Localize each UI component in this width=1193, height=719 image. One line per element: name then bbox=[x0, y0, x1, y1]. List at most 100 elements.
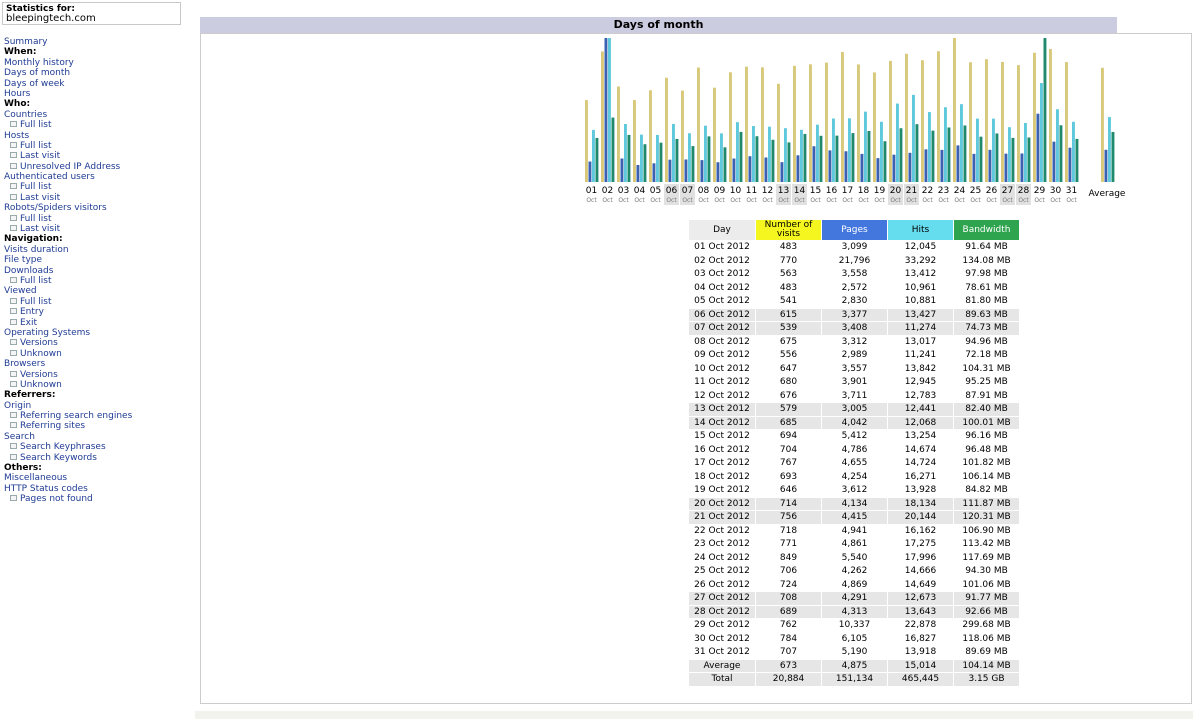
menu-sublink-exit[interactable]: Exit bbox=[4, 318, 132, 328]
cell-hits: 465,445 bbox=[888, 673, 953, 686]
menu-link-days-of-month[interactable]: Days of month bbox=[4, 68, 71, 79]
menu-link-search[interactable]: Search bbox=[4, 431, 35, 442]
cell-bandwidth: 82.40 MB bbox=[954, 403, 1019, 416]
cell-pages: 2,572 bbox=[841, 282, 868, 293]
hit-bar bbox=[688, 133, 691, 182]
month-tick-label: Oct bbox=[778, 197, 789, 204]
bandwidth-bar bbox=[915, 124, 919, 182]
month-tick-label: Oct bbox=[1034, 197, 1045, 204]
table-row: 19 Oct 2012 646 3,612 13,928 84.82 MB bbox=[689, 484, 1019, 497]
cell-visits: 615 bbox=[756, 308, 821, 321]
menu-sublink-label: Unknown bbox=[20, 348, 62, 359]
cell-bandwidth: 104.14 MB bbox=[954, 659, 1019, 672]
menu-link-browsers[interactable]: Browsers bbox=[4, 359, 46, 370]
hit-bar bbox=[800, 129, 803, 182]
weekend-label-bg bbox=[904, 184, 919, 205]
menu-sublink-label: Referring sites bbox=[20, 421, 86, 432]
month-tick-label: Oct bbox=[714, 197, 725, 204]
cell-hits: 13,412 bbox=[904, 269, 937, 280]
page-bar bbox=[940, 149, 944, 182]
cell-day: 13 Oct 2012 bbox=[689, 403, 755, 416]
table-header-row: Day Number of visits Pages Hits Bandwidt… bbox=[689, 220, 1019, 240]
menu-sublink-pages-not-found[interactable]: Pages not found bbox=[4, 494, 132, 504]
cell-visits: 724 bbox=[779, 579, 798, 590]
cell-visits: 483 bbox=[779, 282, 798, 293]
menu-sublink-full-list[interactable]: Full list bbox=[4, 182, 132, 192]
menu-link-hosts[interactable]: Hosts bbox=[4, 130, 30, 141]
bandwidth-bar bbox=[723, 147, 727, 182]
menu-link-downloads[interactable]: Downloads bbox=[4, 265, 54, 276]
cell-day: 29 Oct 2012 bbox=[694, 620, 750, 631]
month-tick-label: Oct bbox=[890, 197, 901, 204]
list-bullet-icon bbox=[10, 412, 17, 419]
cell-day: 16 Oct 2012 bbox=[694, 444, 750, 455]
menu-sublink-label: Versions bbox=[20, 369, 58, 380]
bandwidth-bar bbox=[1075, 138, 1079, 182]
menu-link-hours[interactable]: Hours bbox=[4, 88, 31, 99]
cell-pages: 4,941 bbox=[841, 525, 868, 536]
menu-link-miscellaneous[interactable]: Miscellaneous bbox=[4, 473, 68, 484]
hit-bar bbox=[832, 118, 835, 182]
menu-link-days-of-week[interactable]: Days of week bbox=[4, 78, 65, 89]
cell-visits: 784 bbox=[779, 633, 798, 644]
menu-sublink-full-list[interactable]: Full list bbox=[4, 276, 132, 286]
menu-sublink-referring-sites[interactable]: Referring sites bbox=[4, 421, 132, 431]
menu-link-summary[interactable]: Summary bbox=[4, 37, 48, 47]
menu-sublink-last-visit[interactable]: Last visit bbox=[4, 224, 132, 234]
menu-sublink-last-visit[interactable]: Last visit bbox=[4, 193, 132, 203]
menu-link-file-type[interactable]: File type bbox=[4, 255, 43, 266]
table-row: 16 Oct 2012 704 4,786 14,674 96.48 MB bbox=[689, 444, 1019, 457]
menu-link-http-status-codes[interactable]: HTTP Status codes bbox=[4, 483, 88, 494]
visit-bar bbox=[985, 59, 988, 182]
menu-link-robots-spiders-visitors[interactable]: Robots/Spiders visitors bbox=[4, 203, 107, 214]
menu-sublink-label: Versions bbox=[20, 338, 58, 349]
cell-pages: 4,042 bbox=[822, 416, 887, 429]
menu-sublink-referring-search-engines[interactable]: Referring search engines bbox=[4, 411, 132, 421]
cell-bandwidth: 78.61 MB bbox=[965, 282, 1008, 293]
table-row: 15 Oct 2012 694 5,412 13,254 96.16 MB bbox=[689, 430, 1019, 443]
bandwidth-bar bbox=[947, 127, 951, 182]
cell-visits: 647 bbox=[779, 363, 798, 374]
menu-link-origin[interactable]: Origin bbox=[4, 400, 32, 411]
menu-sublink-entry[interactable]: Entry bbox=[4, 307, 132, 317]
menu-link-operating-systems[interactable]: Operating Systems bbox=[4, 327, 91, 338]
menu-sublink-full-list[interactable]: Full list bbox=[4, 214, 132, 224]
menu-header-who: Who: bbox=[4, 99, 31, 110]
menu-sublink-full-list[interactable]: Full list bbox=[4, 297, 132, 307]
cell-pages: 3,377 bbox=[822, 308, 887, 321]
list-bullet-icon bbox=[10, 162, 17, 169]
menu-sublink-versions[interactable]: Versions bbox=[4, 338, 132, 348]
menu-sublink-full-list[interactable]: Full list bbox=[4, 141, 132, 151]
cell-visits: 483 bbox=[779, 242, 798, 253]
cell-day: 05 Oct 2012 bbox=[694, 296, 750, 307]
menu-sublink-last-visit[interactable]: Last visit bbox=[4, 151, 132, 161]
menu-link-visits-duration[interactable]: Visits duration bbox=[4, 244, 69, 255]
menu-link-monthly-history[interactable]: Monthly history bbox=[4, 57, 74, 68]
cell-visits: 707 bbox=[779, 647, 798, 658]
visit-bar bbox=[649, 90, 652, 182]
cell-day: 19 Oct 2012 bbox=[694, 485, 750, 496]
menu-sublink-full-list[interactable]: Full list bbox=[4, 120, 132, 130]
cell-bandwidth: 91.64 MB bbox=[965, 242, 1008, 253]
menu-sublink-search-keywords[interactable]: Search Keywords bbox=[4, 453, 132, 463]
visit-bar bbox=[825, 62, 828, 182]
bandwidth-bar bbox=[595, 137, 599, 182]
table-row: 17 Oct 2012 767 4,655 14,724 101.82 MB bbox=[689, 457, 1019, 470]
menu-sublink-search-keyphrases[interactable]: Search Keyphrases bbox=[4, 442, 132, 452]
cell-hits: 20,144 bbox=[888, 511, 953, 524]
cell-hits: 13,928 bbox=[904, 485, 937, 496]
bandwidth-bar bbox=[1059, 125, 1063, 182]
list-bullet-icon bbox=[10, 141, 17, 148]
list-bullet-icon bbox=[10, 443, 17, 450]
cell-hits: 12,783 bbox=[904, 390, 937, 401]
menu-sublink-versions[interactable]: Versions bbox=[4, 370, 132, 380]
bandwidth-bar bbox=[963, 125, 967, 182]
menu-sublink-unknown[interactable]: Unknown bbox=[4, 349, 132, 359]
day-tick-label: 14 bbox=[794, 186, 806, 196]
menu-link-authenticated-users[interactable]: Authenticated users bbox=[4, 172, 95, 183]
cell-hits: 15,014 bbox=[888, 659, 953, 672]
menu-link-viewed[interactable]: Viewed bbox=[4, 286, 37, 297]
menu-sublink-unresolved-ip-address[interactable]: Unresolved IP Address bbox=[4, 162, 132, 172]
menu-link-countries[interactable]: Countries bbox=[4, 109, 48, 120]
menu-sublink-unknown[interactable]: Unknown bbox=[4, 380, 132, 390]
